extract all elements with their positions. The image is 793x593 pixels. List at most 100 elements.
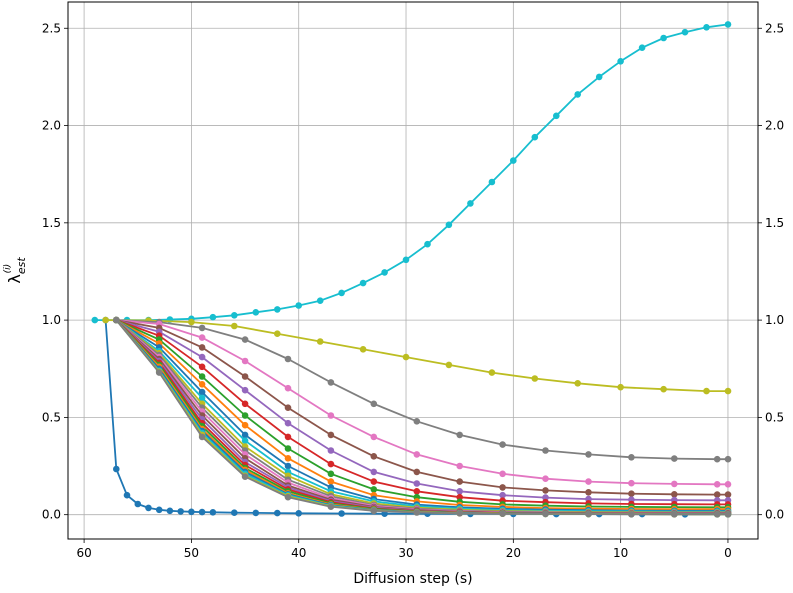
data-point xyxy=(284,493,292,501)
y-tick-label: 0.5 xyxy=(42,410,61,424)
data-point xyxy=(295,510,303,517)
data-point xyxy=(102,316,109,324)
data-point xyxy=(370,453,378,460)
data-point xyxy=(488,369,496,376)
series-8 xyxy=(113,316,732,511)
data-point xyxy=(198,388,206,396)
data-point xyxy=(198,381,206,388)
data-point xyxy=(456,488,464,495)
data-point xyxy=(327,412,335,419)
data-point xyxy=(456,478,464,485)
data-point xyxy=(510,157,517,164)
data-point xyxy=(177,508,184,515)
data-point xyxy=(241,473,249,481)
data-point xyxy=(188,318,195,326)
data-point xyxy=(284,433,292,441)
data-point xyxy=(456,431,464,439)
data-point xyxy=(145,504,152,512)
data-point xyxy=(113,465,120,473)
data-point xyxy=(198,373,206,380)
data-point xyxy=(456,462,464,470)
data-point xyxy=(542,475,549,483)
data-point xyxy=(660,34,667,42)
series-5 xyxy=(113,316,732,498)
grid xyxy=(68,2,758,539)
x-tick-label: 20 xyxy=(506,546,521,560)
data-point xyxy=(413,451,421,458)
series-line xyxy=(115,319,728,512)
data-point xyxy=(338,510,345,517)
series-14 xyxy=(113,316,732,517)
data-point xyxy=(542,447,549,454)
data-point xyxy=(327,431,335,439)
x-tick-label: 50 xyxy=(184,546,199,560)
data-point xyxy=(327,478,335,485)
data-point xyxy=(467,200,474,207)
data-point xyxy=(499,470,506,478)
data-point xyxy=(327,447,335,454)
data-point xyxy=(134,500,142,508)
data-point xyxy=(284,445,292,452)
data-point xyxy=(681,28,689,36)
y-right-tick-label: 0.0 xyxy=(765,508,784,522)
data-point xyxy=(542,494,549,501)
data-point xyxy=(327,503,335,511)
data-point xyxy=(123,491,131,499)
data-point xyxy=(295,302,303,309)
data-point xyxy=(198,363,206,371)
series-line xyxy=(116,319,728,502)
data-point xyxy=(198,353,206,361)
data-point xyxy=(671,455,678,462)
y-tick-label: 1.0 xyxy=(42,313,61,327)
data-point xyxy=(424,240,431,248)
series-3 xyxy=(113,316,732,463)
data-point xyxy=(155,369,163,376)
data-point xyxy=(628,511,635,518)
data-point xyxy=(359,346,367,353)
data-point xyxy=(241,357,249,365)
data-point xyxy=(316,338,324,345)
series-2 xyxy=(102,316,732,395)
x-tick-label: 0 xyxy=(724,546,732,560)
series-line xyxy=(115,319,728,509)
data-point xyxy=(381,269,388,276)
data-point xyxy=(241,373,249,380)
data-point xyxy=(724,455,732,463)
plot-frame xyxy=(67,1,759,540)
data-point xyxy=(499,441,506,448)
data-point xyxy=(671,480,678,488)
data-point xyxy=(155,506,163,514)
data-point xyxy=(198,508,206,516)
data-point xyxy=(91,316,99,324)
data-point xyxy=(413,468,421,476)
data-point xyxy=(542,487,549,494)
data-point xyxy=(445,361,453,369)
data-point xyxy=(713,481,721,488)
data-point xyxy=(370,478,378,485)
data-point xyxy=(370,400,378,408)
data-point xyxy=(252,509,260,517)
data-point xyxy=(703,387,710,395)
data-point xyxy=(703,24,710,31)
series-line xyxy=(94,23,729,322)
y-axis-title-main: λ xyxy=(5,274,24,283)
data-point xyxy=(284,384,292,392)
data-point xyxy=(241,400,249,408)
data-point xyxy=(585,489,592,496)
series-line xyxy=(116,319,728,496)
x-tick-label: 40 xyxy=(291,546,306,560)
series-line xyxy=(115,319,728,506)
series-line xyxy=(115,319,728,516)
data-point xyxy=(724,511,732,518)
data-point xyxy=(402,256,410,264)
x-tick-label: 10 xyxy=(613,546,628,560)
data-point xyxy=(713,491,721,498)
y-right-tick-label: 2.5 xyxy=(765,21,784,35)
data-point xyxy=(456,493,464,501)
data-point xyxy=(316,297,324,305)
data-point xyxy=(231,312,238,319)
data-point xyxy=(499,484,506,491)
data-point xyxy=(724,387,732,395)
data-point xyxy=(274,306,281,313)
